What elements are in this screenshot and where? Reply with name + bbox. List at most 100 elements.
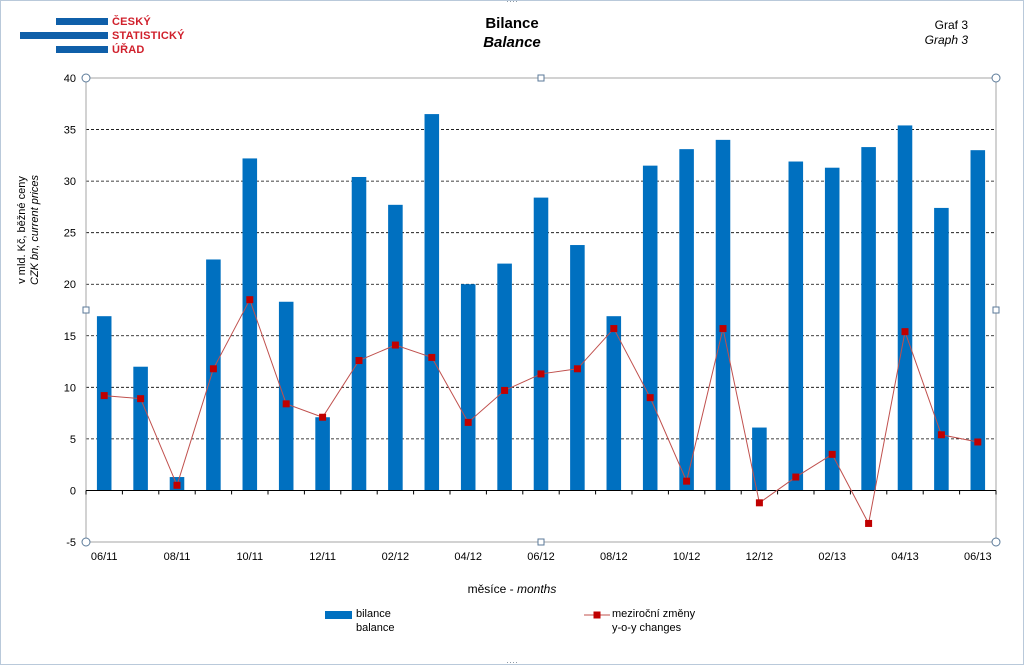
yoy-marker xyxy=(646,394,654,402)
x-tick-label: 02/12 xyxy=(382,551,410,563)
y-tick-labels: -5 0 5 10 15 20 25 30 35 40 xyxy=(64,73,76,549)
yoy-marker xyxy=(428,353,436,361)
x-axis-title: měsíce - months xyxy=(467,582,557,596)
x-tick-label: 06/13 xyxy=(964,551,992,563)
bar xyxy=(642,165,658,491)
yoy-marker xyxy=(573,365,581,373)
side-handle xyxy=(537,74,545,82)
legend: bilance balance meziroční změny y-o-y ch… xyxy=(0,608,1024,638)
yoy-marker xyxy=(937,431,945,439)
yoy-marker xyxy=(974,438,982,446)
bar xyxy=(533,197,549,491)
legend-label-balance-cz: bilance xyxy=(356,608,391,620)
y-tick-label: 15 xyxy=(64,331,76,343)
side-handle xyxy=(537,538,545,546)
x-tick-label: 02/13 xyxy=(818,551,846,563)
x-tick-label: 10/11 xyxy=(236,551,263,563)
x-axis-title-en: months xyxy=(517,582,557,596)
legend-swatch-line xyxy=(584,611,610,619)
yoy-marker xyxy=(391,341,399,349)
czso-logo: ČESKÝ STATISTICKÝ ÚŘAD xyxy=(20,15,184,57)
x-tick-label: 10/12 xyxy=(673,551,701,563)
yoy-marker xyxy=(173,481,181,489)
yoy-marker xyxy=(282,400,290,408)
legend-label-yoy-en: y-o-y changes xyxy=(612,622,682,634)
logo-bar-top xyxy=(56,18,108,25)
bar xyxy=(715,139,731,491)
graph-number-label-en: Graph 3 xyxy=(924,33,968,47)
yoy-marker xyxy=(501,386,509,394)
x-tick-label: 04/13 xyxy=(891,551,919,563)
resize-handle-bottom[interactable]: ···· xyxy=(506,657,518,667)
corner-handle xyxy=(81,73,91,83)
bar xyxy=(752,427,767,491)
bar xyxy=(133,366,148,491)
yoy-marker xyxy=(719,325,727,333)
bar xyxy=(897,125,913,491)
legend-label-balance-en: balance xyxy=(356,622,395,634)
yoy-marker xyxy=(792,473,800,481)
x-tick-label: 12/11 xyxy=(309,551,336,563)
legend-swatch-bar xyxy=(325,611,352,619)
yoy-marker xyxy=(137,395,145,403)
x-tick-label: 06/11 xyxy=(91,551,118,563)
corner-handle xyxy=(991,73,1001,83)
logo-bar-middle xyxy=(20,32,108,39)
bar xyxy=(824,167,840,491)
yoy-marker xyxy=(537,370,545,378)
corner-handle xyxy=(991,537,1001,547)
yoy-marker xyxy=(683,477,691,485)
yoy-marker xyxy=(610,325,618,333)
x-tick-label: 08/11 xyxy=(164,551,191,563)
logo-text-line3: ÚŘAD xyxy=(112,44,145,56)
bar xyxy=(970,150,986,491)
yoy-marker xyxy=(755,499,763,507)
corner-handle xyxy=(81,537,91,547)
y-tick-label: -5 xyxy=(66,537,76,549)
y-tick-label: 5 xyxy=(70,434,76,446)
legend-label-yoy-cz: meziroční změny xyxy=(612,608,696,620)
yoy-marker xyxy=(901,328,909,336)
bar xyxy=(96,316,112,491)
bar xyxy=(606,316,622,491)
yoy-marker xyxy=(355,357,363,365)
y-tick-label: 20 xyxy=(64,279,76,291)
bar xyxy=(861,147,876,491)
side-handle xyxy=(82,306,90,314)
logo-text-line2: STATISTICKÝ xyxy=(112,30,185,42)
y-tick-label: 25 xyxy=(64,228,76,240)
bar xyxy=(497,263,512,491)
resize-handle-top[interactable]: ···· xyxy=(506,0,518,6)
bar-series xyxy=(96,114,986,491)
x-tick-label: 04/12 xyxy=(454,551,482,563)
y-tick-label: 40 xyxy=(64,73,76,85)
yoy-marker xyxy=(246,296,254,304)
chart-subtitle: Balance xyxy=(483,34,541,51)
logo-text-line1: ČESKÝ xyxy=(112,16,151,28)
bar xyxy=(315,417,330,491)
bar xyxy=(242,158,258,491)
bar xyxy=(788,161,804,491)
bar xyxy=(424,114,440,491)
yoy-marker xyxy=(865,519,873,527)
x-tick-label: 12/12 xyxy=(746,551,774,563)
y-tick-label: 0 xyxy=(70,485,76,497)
plot-area-handles xyxy=(81,73,1001,547)
bar xyxy=(278,301,294,491)
logo-bar-bottom xyxy=(56,46,108,53)
y-tick-label: 30 xyxy=(64,176,76,188)
x-tick-label: 06/12 xyxy=(527,551,555,563)
yoy-marker xyxy=(464,418,472,426)
yoy-marker xyxy=(100,392,108,400)
yoy-marker xyxy=(319,413,327,421)
bar xyxy=(206,259,221,491)
bar xyxy=(351,176,367,491)
yoy-marker xyxy=(828,450,836,458)
bar xyxy=(679,149,694,491)
x-tick-labels: 06/11 08/11 10/11 12/11 02/12 04/12 06/12 08/12… xyxy=(91,551,992,563)
bar xyxy=(460,284,476,491)
side-handle xyxy=(992,306,1000,314)
chart-title: Bilance xyxy=(485,15,539,32)
